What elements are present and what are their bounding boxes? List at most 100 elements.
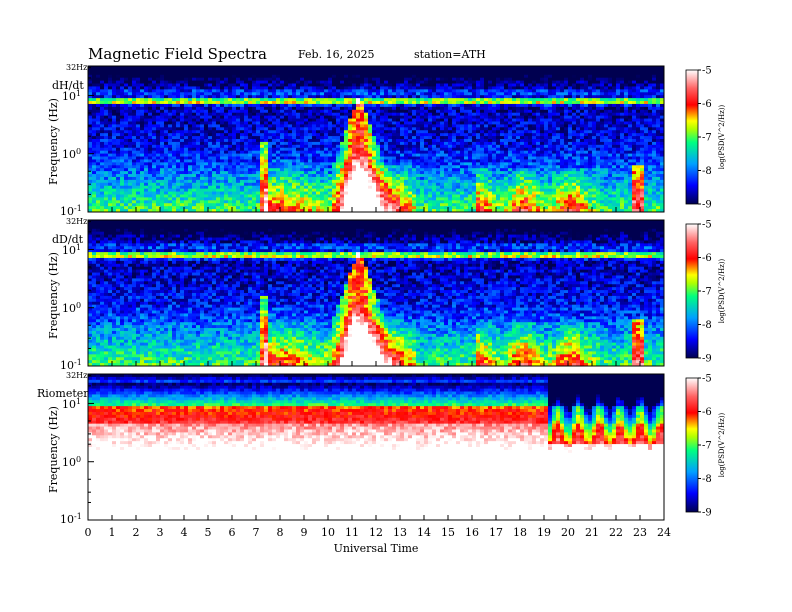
spectrogram-cell (232, 147, 237, 152)
spectrogram-cell (432, 188, 437, 193)
spectrogram-cell (480, 101, 485, 105)
spectrogram-cell (456, 80, 461, 85)
spectrogram-cell (420, 209, 425, 212)
spectrogram-cell (312, 86, 317, 90)
spectrogram-cell (460, 191, 465, 195)
spectrogram-cell (196, 162, 201, 166)
spectrogram-cell (412, 109, 417, 114)
spectrogram-cell (252, 159, 257, 163)
spectrogram-cell (300, 197, 305, 201)
spectrogram-cell (288, 179, 293, 184)
spectrogram-cell (196, 209, 201, 212)
spectrogram-cell (276, 179, 281, 184)
spectrogram-cell (288, 89, 293, 93)
spectrogram-cell (116, 74, 121, 79)
spectrogram-cell (288, 115, 293, 120)
spectrogram-cell (444, 121, 449, 125)
spectrogram-cell (304, 206, 309, 210)
spectrogram-cell (116, 147, 121, 152)
spectrogram-cell (392, 68, 397, 73)
spectrogram-cell (184, 92, 189, 96)
spectrogram-cell (172, 115, 177, 120)
spectrogram-cell (356, 136, 361, 140)
spectrogram-cell (408, 139, 413, 143)
spectrogram-cell (396, 156, 401, 160)
spectrogram-cell (200, 83, 205, 87)
spectrogram-cell (232, 176, 237, 181)
spectrogram-cell (484, 150, 489, 155)
spectrogram-cell (444, 89, 449, 93)
spectrogram-cell (360, 71, 365, 76)
station-label: station=ATH (414, 48, 486, 61)
spectrogram-cell (472, 130, 477, 134)
spectrogram-cell (200, 95, 205, 99)
spectrogram-cell (416, 139, 421, 143)
spectrogram-cell (336, 66, 341, 70)
spectrogram-cell (144, 89, 149, 93)
spectrogram-cell (420, 200, 425, 204)
spectrogram-cell (256, 109, 261, 114)
spectrogram-cell (188, 179, 193, 184)
spectrogram-cell (308, 141, 313, 146)
spectrogram-cell (304, 133, 309, 137)
spectrogram-cell (244, 95, 249, 99)
spectrogram-cell (96, 188, 101, 193)
spectrogram-cell (100, 176, 105, 181)
spectrogram-cell (380, 147, 385, 152)
spectrogram-cell (176, 112, 181, 117)
spectrogram-cell (380, 83, 385, 87)
spectrogram-cell (360, 124, 365, 128)
spectrogram-cell (456, 127, 461, 131)
spectrogram-cell (200, 147, 205, 152)
spectrogram-cell (232, 71, 237, 76)
spectrogram-cell (316, 141, 321, 146)
spectrogram-cell (128, 109, 133, 114)
spectrogram-cell (148, 144, 153, 149)
spectrogram-cell (264, 174, 269, 178)
spectrogram-cell (432, 179, 437, 184)
spectrogram-cell (464, 174, 469, 178)
spectrogram-cell (116, 133, 121, 137)
spectrogram-cell (92, 130, 97, 134)
spectrogram-cell (216, 191, 221, 195)
spectrogram-cell (100, 98, 105, 102)
spectrogram-cell (164, 68, 169, 73)
spectrogram-cell (408, 124, 413, 128)
spectrogram-cell (148, 121, 153, 125)
spectrogram-cell (332, 209, 337, 212)
spectrogram-cell (320, 77, 325, 82)
spectrogram-cell (172, 174, 177, 178)
spectrogram-cell (432, 83, 437, 87)
spectrogram-cell (380, 200, 385, 204)
spectrogram-cell (224, 139, 229, 143)
spectrogram-cell (408, 101, 413, 105)
spectrogram-cell (340, 95, 345, 99)
spectrogram-cell (304, 109, 309, 114)
spectrogram-cell (324, 92, 329, 96)
spectrogram-cell (452, 156, 457, 160)
spectrogram-cell (212, 95, 217, 99)
spectrogram-cell (196, 98, 201, 102)
spectrogram-cell (208, 179, 213, 184)
spectrogram-cell (364, 168, 369, 172)
spectrogram-cell (172, 118, 177, 122)
spectrogram-cell (148, 185, 153, 190)
spectrogram-cell (268, 77, 273, 82)
spectrogram-cell (292, 124, 297, 128)
spectrogram-cell (432, 174, 437, 178)
spectrogram-cell (328, 71, 333, 76)
spectrogram-cell (124, 103, 129, 108)
spectrogram-cell (404, 106, 409, 111)
spectrogram-cell (136, 162, 141, 166)
spectrogram-cell (184, 188, 189, 193)
spectrogram-cell (180, 66, 185, 70)
spectrogram-cell (392, 156, 397, 160)
spectrogram-cell (108, 168, 113, 172)
spectrogram-cell (116, 191, 121, 195)
spectrogram-cell (292, 77, 297, 82)
spectrogram-cell (164, 139, 169, 143)
spectrogram-cell (456, 203, 461, 207)
spectrogram-cell (236, 182, 241, 187)
spectrogram-cell (248, 109, 253, 114)
spectrogram-cell (212, 130, 217, 134)
